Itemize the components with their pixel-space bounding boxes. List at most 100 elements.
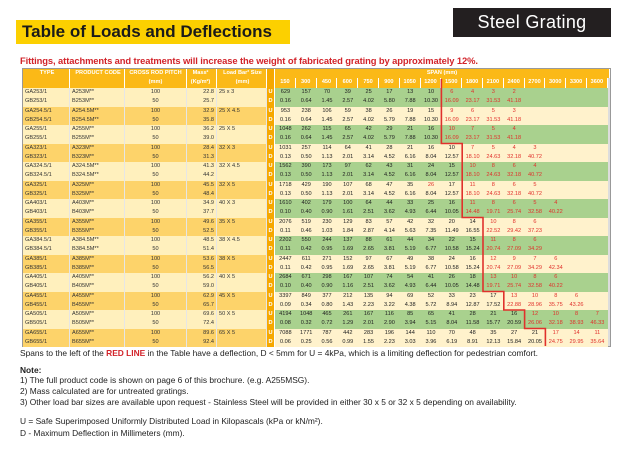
deflection-cell-2100: 19.71 (482, 282, 504, 292)
deflection-cell-2100: 24.63 (482, 152, 504, 162)
span-header-750: 750 (358, 78, 379, 88)
cell-type: GB323/1 (23, 152, 70, 162)
deflection-cell-2100: 15.77 (482, 319, 504, 329)
cell-mass: 22.8 (187, 88, 217, 98)
deflection-cell-450: 1.13 (316, 171, 338, 181)
cell-type: GA403/1 (23, 199, 70, 209)
load-cell-300: 849 (295, 291, 317, 301)
load-cell-1200: 110 (420, 328, 442, 338)
deflection-cell-750: 4.02 (358, 134, 379, 144)
deflection-cell-3000: 40.22 (545, 282, 567, 292)
table-row: GA254.5/1 A254.5M** 100 32.9 25 X 4.5 U 953 238… (23, 106, 610, 116)
load-cell-450: 190 (316, 180, 338, 190)
load-cell-1800: 18 (462, 273, 483, 283)
deflection-cell-450: 1.45 (316, 97, 338, 107)
load-cell-2400: 4 (503, 125, 525, 135)
load-cell-1050: 21 (399, 143, 421, 153)
deflection-cell-600: 1.16 (337, 282, 359, 292)
load-cell-1800: 7 (462, 125, 483, 135)
cell-code: B325M** (70, 189, 125, 199)
deflection-cell-1800: 14.48 (462, 282, 483, 292)
deflection-cell-750: 1.55 (358, 337, 379, 347)
deflection-cell-1200: 3.96 (420, 337, 442, 347)
deflection-cell-2700: 40.72 (524, 171, 546, 181)
load-cell-3300: 6 (566, 291, 587, 301)
cell-pitch: 100 (125, 199, 187, 209)
deflection-cell-2400: 20.59 (503, 319, 525, 329)
deflection-cell-2700: 26.06 (524, 319, 546, 329)
load-cell-3600 (586, 291, 608, 301)
deflection-cell-3000: 35.75 (545, 300, 567, 310)
load-cell-1200: 10 (420, 88, 442, 98)
load-cell-2100: 17 (482, 291, 504, 301)
span-header-300: 300 (295, 78, 317, 88)
load-cell-750: 97 (358, 254, 379, 264)
load-cell-1500: 6 (441, 88, 463, 98)
load-cell-150: 3397 (275, 291, 296, 301)
table-row: GA505/1 A505M** 100 69.6 50 X 5 U 4194 1048 465 2… (23, 310, 610, 320)
deflection-cell-2100: 17.52 (482, 300, 504, 310)
cell-mass: 37.7 (187, 208, 217, 218)
cell-size: 38 X 4.5 (217, 236, 267, 246)
deflection-cell-1500: 6.19 (441, 337, 463, 347)
deflection-cell-900: 5.79 (378, 115, 400, 125)
load-cell-3000 (545, 143, 567, 153)
cell-size (217, 208, 267, 218)
cell-type: GB455/1 (23, 300, 70, 310)
cell-type: GA254.5/1 (23, 106, 70, 116)
deflection-cell-150: 0.10 (275, 282, 296, 292)
load-cell-450: 271 (316, 254, 338, 264)
red-line-label: RED LINE (106, 348, 146, 358)
u-label: U (267, 291, 275, 301)
cell-mass: 39.0 (187, 134, 217, 144)
load-cell-3300 (566, 125, 587, 135)
span-header-600: 600 (337, 78, 359, 88)
deflection-cell-2400: 32.18 (503, 189, 525, 199)
span-header-1500: 1500 (441, 78, 463, 88)
table-row: GB324.5/1 B324.5M** 50 44.2 D 0.13 0.50 1.13 2.0… (23, 171, 610, 181)
cell-mass: 72.4 (187, 319, 217, 329)
cell-type: GA505/1 (23, 310, 70, 320)
deflection-cell-3300 (566, 171, 587, 181)
loads-table: TYPE PRODUCT CODE CROSS ROD PITCH Mass² … (22, 68, 611, 347)
brand-logo: Steel Grating (453, 8, 611, 37)
cell-type: GB384.5/1 (23, 245, 70, 255)
deflection-cell-2400: 22.88 (503, 300, 525, 310)
deflection-cell-300: 0.40 (295, 282, 317, 292)
deflection-cell-300: 0.32 (295, 319, 317, 329)
load-cell-1200: 26 (420, 180, 442, 190)
cell-size (217, 319, 267, 329)
load-cell-150: 2447 (275, 254, 296, 264)
red-line-note: Spans to the left of the RED LINE in the… (20, 348, 538, 358)
cell-type: GA455/1 (23, 291, 70, 301)
load-cell-450: 173 (316, 162, 338, 172)
load-cell-450: 106 (316, 106, 338, 116)
deflection-cell-150: 0.13 (275, 189, 296, 199)
load-cell-3300 (566, 236, 587, 246)
deflection-cell-3300: 29.95 (566, 337, 587, 347)
load-cell-1050: 69 (399, 291, 421, 301)
load-cell-2700: 12 (524, 310, 546, 320)
deflection-cell-3600 (586, 208, 608, 218)
deflection-cell-1200: 10.30 (420, 134, 442, 144)
cell-code: A253M** (70, 88, 125, 98)
deflection-cell-2100: 19.71 (482, 208, 504, 218)
load-cell-2400: 3 (503, 106, 525, 116)
load-cell-2700: 4 (524, 162, 546, 172)
load-cell-2700: 6 (524, 236, 546, 246)
load-cell-750: 167 (358, 310, 379, 320)
cell-mass: 48.4 (187, 189, 217, 199)
load-cell-150: 1031 (275, 143, 296, 153)
deflection-cell-1500: 12.57 (441, 189, 463, 199)
cell-mass: 69.6 (187, 310, 217, 320)
load-cell-3000: 17 (545, 328, 567, 338)
load-cell-450: 70 (316, 88, 338, 98)
deflection-cell-3300 (566, 245, 587, 255)
deflection-cell-1050: 6.16 (399, 189, 421, 199)
weight-warning: Fittings, attachments and treatments wil… (20, 55, 478, 66)
deflection-cell-150: 0.10 (275, 208, 296, 218)
deflection-cell-2100: 12.13 (482, 337, 504, 347)
load-cell-900: 26 (378, 106, 400, 116)
load-cell-1500: 10 (441, 143, 463, 153)
cell-mass: 35.8 (187, 115, 217, 125)
